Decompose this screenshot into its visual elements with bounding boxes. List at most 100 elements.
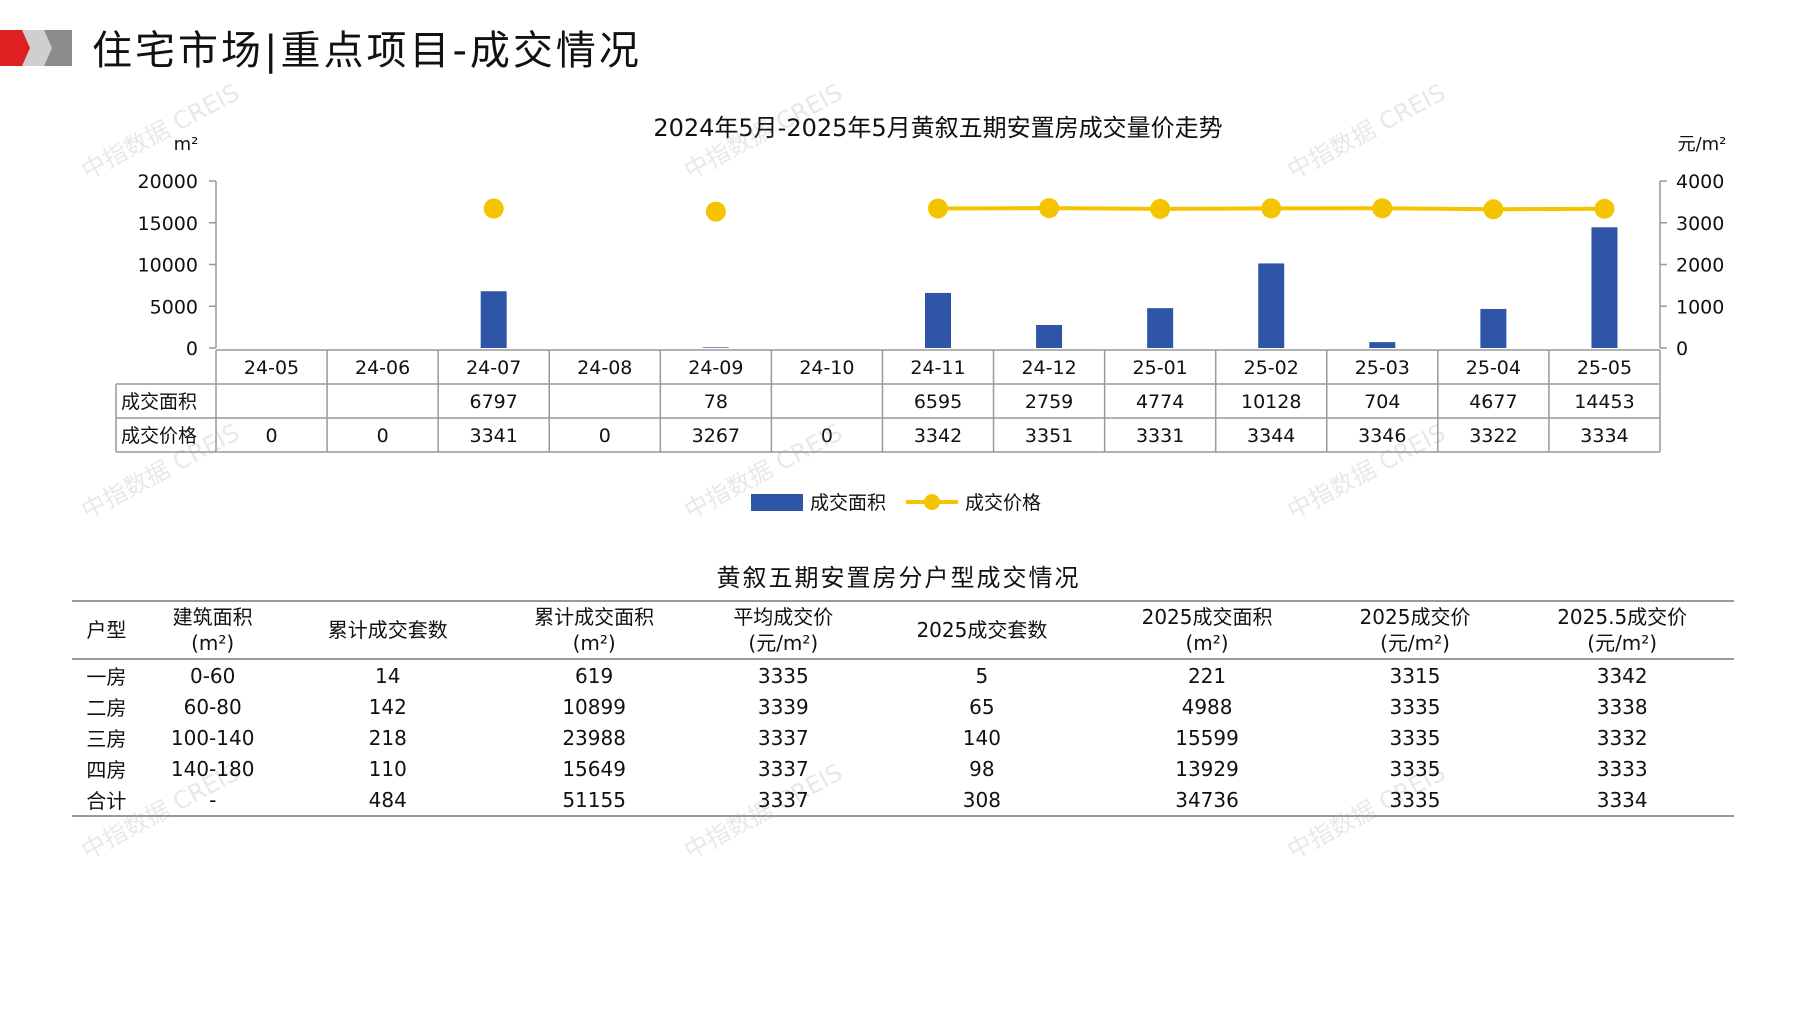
table-cell: 3335: [1389, 725, 1441, 750]
table-cell: 3332: [1596, 725, 1648, 750]
data-label: 2759: [1025, 391, 1073, 413]
table-cell: 3315: [1389, 663, 1441, 688]
x-tick-label: 24-06: [355, 357, 410, 379]
page-title: 住宅市场|重点项目-成交情况: [92, 28, 642, 74]
x-tick-label: 25-02: [1244, 357, 1299, 379]
x-tick-label: 24-08: [577, 357, 632, 379]
table-row: 二房 60-80 142 10899 3339 65 4988 3335 333…: [72, 691, 1734, 722]
table-cell: 98: [969, 756, 995, 781]
table-cell: 二房: [86, 696, 127, 720]
price-line-segment: [1493, 206, 1605, 212]
table-cell: 51155: [490, 784, 698, 817]
table-title: 黄叙五期安置房分户型成交情况: [716, 564, 1081, 592]
x-tick-label: 24-10: [799, 357, 854, 379]
bar-transaction-area: [1147, 308, 1174, 348]
legend-label: 成交价格: [965, 492, 1041, 514]
bar-transaction-area: [702, 347, 729, 348]
data-label: 78: [704, 391, 728, 413]
price-line-segment: [1382, 206, 1494, 212]
data-label: 0: [599, 425, 611, 447]
table-cell: 3338: [1596, 694, 1648, 719]
table-cell: 60-80: [183, 694, 242, 719]
table-cell: 484: [284, 784, 491, 817]
table-cell: 15599: [1175, 725, 1239, 750]
table-header-row: 户型 建筑面积 (m²) 累计成交套数 累计成交面积 (m²) 平均成交价 (元/m²…: [72, 600, 1734, 660]
price-point: [483, 198, 504, 219]
legend-line-marker: [924, 494, 940, 510]
data-label: 4774: [1136, 391, 1184, 413]
table-cell: 3339: [757, 694, 809, 719]
table-cell: 34736: [1094, 784, 1320, 817]
table-row-label: 成交价格: [121, 425, 197, 447]
data-label: 10128: [1241, 391, 1301, 413]
data-label: 3331: [1136, 425, 1184, 447]
y-left-tick-label: 5000: [150, 296, 198, 318]
table-cell: 13929: [1175, 756, 1239, 781]
table-cell: 一房: [86, 665, 127, 689]
table-cell: 合计: [72, 784, 141, 817]
table-cell: 3334: [1510, 784, 1734, 817]
data-label: 3346: [1358, 425, 1406, 447]
data-label: 3322: [1469, 425, 1517, 447]
table-cell: 218: [368, 725, 407, 750]
price-point: [1372, 198, 1393, 219]
table-cell: 3335: [1319, 784, 1511, 817]
data-label: 3267: [692, 425, 740, 447]
bar-transaction-area: [925, 292, 951, 348]
header-avg-price: 平均成交价 (元/m²): [697, 600, 870, 660]
y-left-tick-label: 10000: [138, 255, 198, 277]
table-row: 四房 140-180 110 15649 3337 98 13929 3335 …: [72, 753, 1734, 784]
table-cell: 110: [368, 756, 407, 781]
data-label: 4677: [1469, 391, 1517, 413]
y-right-tick-label: 1000: [1676, 296, 1724, 318]
price-point: [1261, 198, 1282, 219]
table-cell: 5: [975, 663, 989, 688]
data-label: 3334: [1580, 425, 1628, 447]
table-cell: 3335: [1389, 694, 1441, 719]
x-tick-label: 24-09: [688, 357, 743, 379]
price-point: [1483, 199, 1504, 220]
header-total-units: 累计成交套数: [284, 600, 491, 660]
data-label: 6595: [914, 391, 962, 413]
price-point: [1594, 198, 1615, 219]
y-right-tick-label: 0: [1676, 338, 1688, 360]
table-cell: 3337: [697, 784, 870, 817]
table-cell: 15649: [562, 756, 626, 781]
y-right-tick-label: 2000: [1676, 255, 1724, 277]
bar-transaction-area: [1258, 263, 1285, 348]
table-cell: 3335: [1389, 756, 1441, 781]
y-right-tick-label: 4000: [1676, 171, 1724, 193]
price-point: [928, 198, 948, 219]
brand-logo: [0, 30, 72, 66]
y-left-tick-label: 15000: [138, 213, 198, 235]
price-line-segment: [1160, 206, 1272, 211]
x-tick-label: 24-07: [466, 357, 521, 379]
table-cell: 3337: [757, 725, 809, 750]
table-cell: 140-180: [170, 756, 255, 781]
x-tick-label: 25-01: [1133, 357, 1188, 379]
header-floor-area: 建筑面积 (m²): [140, 600, 285, 660]
y-right-tick-label: 3000: [1676, 213, 1724, 235]
bar-transaction-area: [1591, 227, 1618, 348]
y-right-unit: 元/m²: [1678, 134, 1727, 155]
bar-transaction-area: [480, 291, 507, 348]
table-cell: 140: [962, 725, 1001, 750]
table-cell: 10899: [562, 694, 626, 719]
table-cell: 14: [375, 663, 401, 688]
header-2025-units: 2025成交套数: [869, 600, 1095, 660]
table-cell: 3335: [757, 663, 809, 688]
table-cell: 619: [575, 663, 614, 688]
data-label: 0: [265, 425, 277, 447]
header-unit-type: 户型: [72, 600, 141, 660]
data-label: 704: [1364, 391, 1400, 413]
table-row: 三房 100-140 218 23988 3337 140 15599 3335…: [72, 722, 1734, 753]
header-2025-price: 2025成交价 (元/m²): [1319, 600, 1511, 660]
table-cell: -: [140, 784, 285, 817]
y-left-tick-label: 20000: [138, 171, 198, 193]
x-tick-label: 25-03: [1355, 357, 1410, 379]
header-2025-5-price: 2025.5成交价 (元/m²): [1510, 600, 1734, 660]
header-total-area: 累计成交面积 (m²): [490, 600, 698, 660]
legend-bar-swatch: [751, 494, 803, 511]
data-label: 14453: [1574, 391, 1634, 413]
